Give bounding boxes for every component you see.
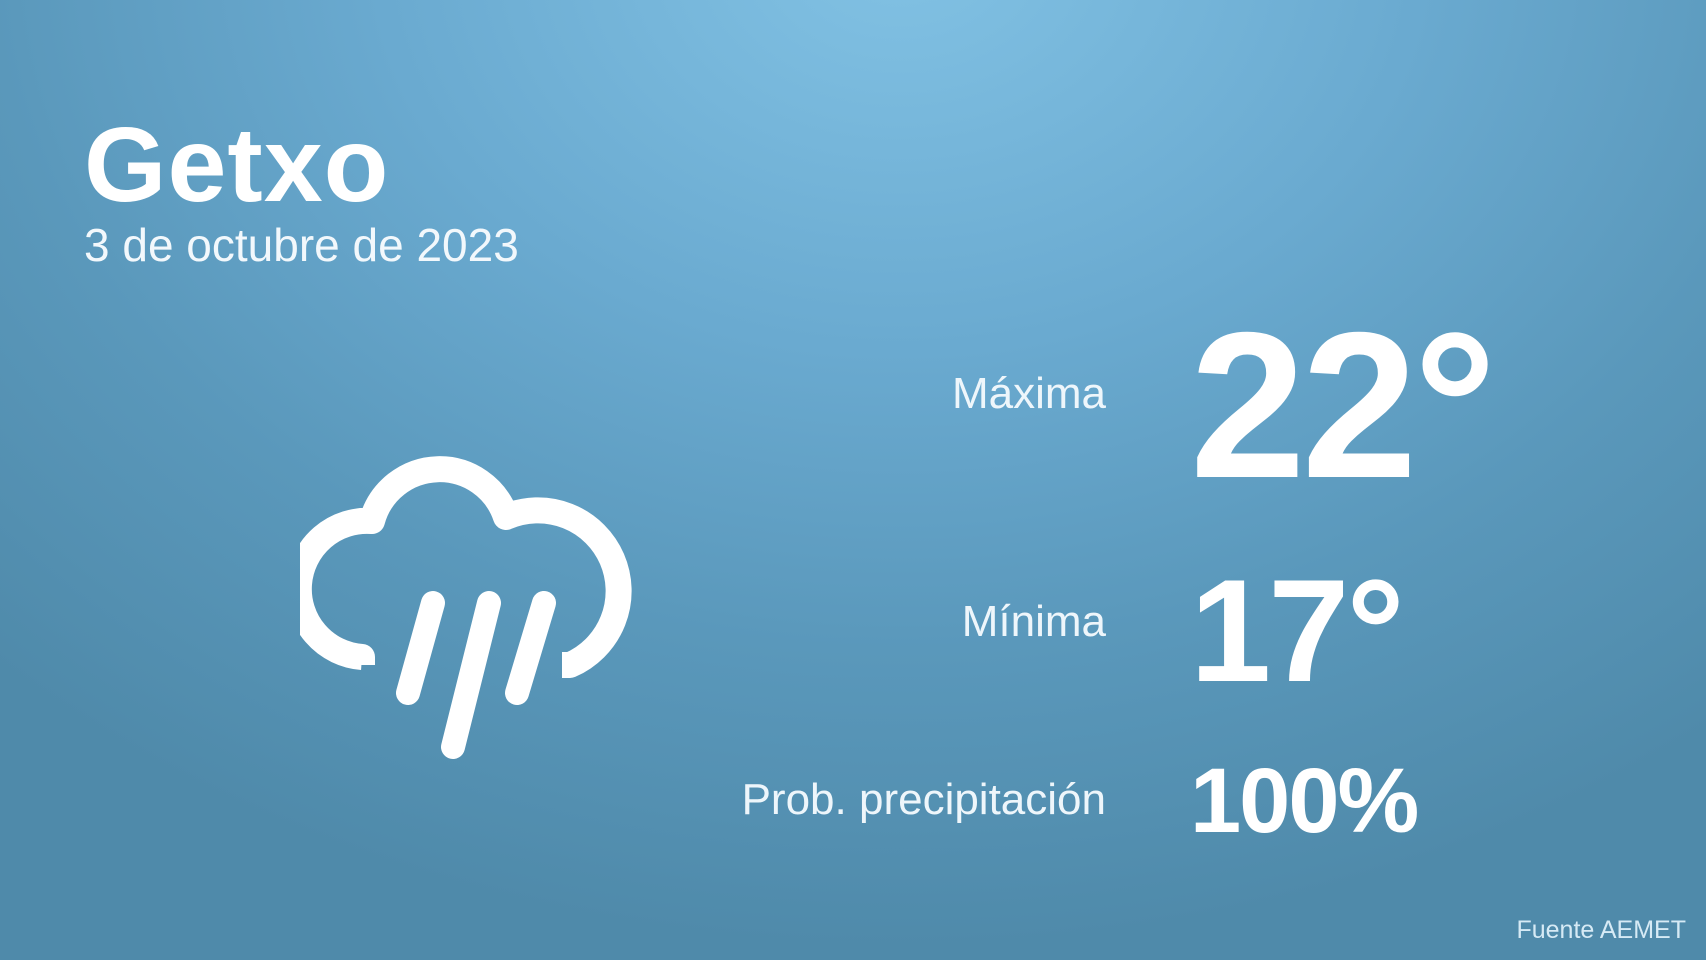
min-temp-value: 17° [1190, 549, 1405, 712]
precip-prob-label: Prob. precipitación [741, 775, 1106, 824]
city-name: Getxo [84, 106, 390, 224]
min-temp-label: Mínima [961, 597, 1106, 646]
max-temp-value: 22° [1190, 290, 1497, 522]
data-source: Fuente AEMET [1516, 916, 1686, 944]
cloud-rain-icon [300, 456, 632, 759]
max-temp-label: Máxima [951, 369, 1106, 418]
forecast-date: 3 de octubre de 2023 [84, 219, 519, 271]
precip-prob-value: 100% [1190, 750, 1419, 852]
